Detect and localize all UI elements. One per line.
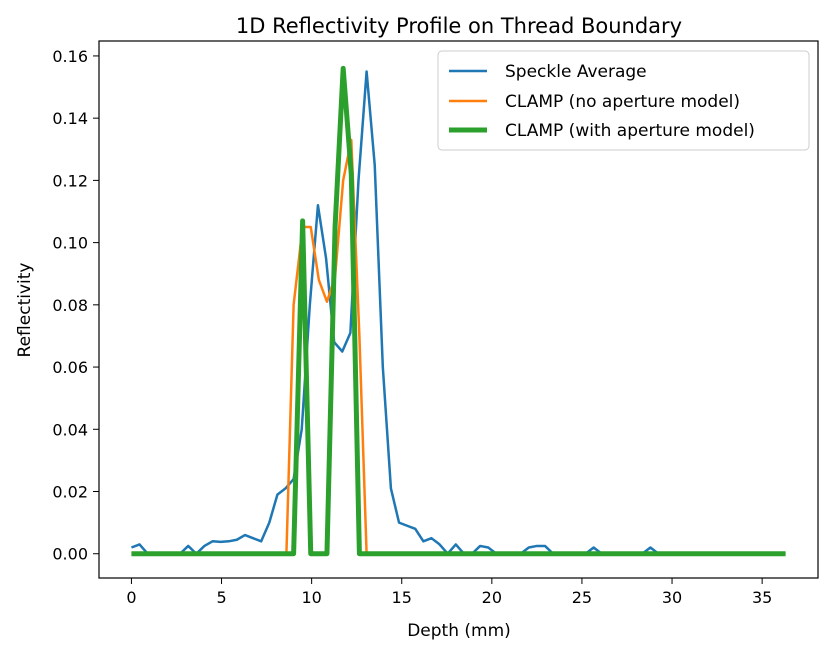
plot-frame xyxy=(98,40,819,579)
series-line-clamp-no-aperture xyxy=(131,138,786,555)
chart-title: 1D Reflectivity Profile on Thread Bounda… xyxy=(236,14,682,38)
y-tick-label: 0.08 xyxy=(52,296,88,315)
x-tick-label: 0 xyxy=(126,588,136,607)
y-tick-label: 0.06 xyxy=(52,358,88,377)
y-ticks: 0.00 0.02 0.04 0.06 0.08 0.10 0.12 0.14 0.16 xyxy=(52,47,99,564)
y-tick-label: 0.04 xyxy=(52,420,88,439)
y-tick-label: 0.00 xyxy=(52,545,88,564)
y-tick-label: 0.16 xyxy=(52,47,88,66)
series-line-clamp-with-aperture xyxy=(131,65,786,557)
x-tick-label: 15 xyxy=(392,588,412,607)
y-tick-label: 0.14 xyxy=(52,109,88,128)
x-tick-label: 5 xyxy=(216,588,226,607)
x-tick-label: 25 xyxy=(572,588,592,607)
x-tick-label: 35 xyxy=(752,588,772,607)
x-tick-label: 20 xyxy=(482,588,502,607)
x-tick-label: 30 xyxy=(662,588,682,607)
y-axis-label: Reflectivity xyxy=(15,263,35,358)
x-ticks: 0 5 10 15 20 25 30 35 xyxy=(126,578,772,607)
x-axis-label: Depth (mm) xyxy=(407,621,511,641)
y-tick-label: 0.02 xyxy=(52,483,88,502)
legend: Speckle Average CLAMP (no aperture model… xyxy=(437,50,810,151)
legend-label-clamp-with-aperture: CLAMP (with aperture model) xyxy=(505,121,755,141)
y-tick-label: 0.12 xyxy=(52,171,88,190)
y-tick-label: 0.10 xyxy=(52,234,88,253)
legend-label-speckle-average: Speckle Average xyxy=(505,62,647,82)
x-tick-label: 10 xyxy=(301,588,321,607)
legend-box xyxy=(437,50,810,151)
legend-label-clamp-no-aperture: CLAMP (no aperture model) xyxy=(505,92,740,112)
series-lines xyxy=(130,65,786,557)
